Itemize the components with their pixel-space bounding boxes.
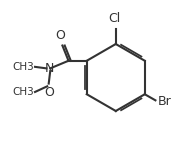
- Text: O: O: [55, 29, 65, 42]
- Text: CH3: CH3: [12, 62, 34, 72]
- Text: O: O: [44, 86, 54, 99]
- Text: N: N: [45, 62, 54, 75]
- Text: Cl: Cl: [108, 12, 120, 25]
- Text: Br: Br: [158, 95, 171, 108]
- Text: CH3: CH3: [12, 87, 34, 97]
